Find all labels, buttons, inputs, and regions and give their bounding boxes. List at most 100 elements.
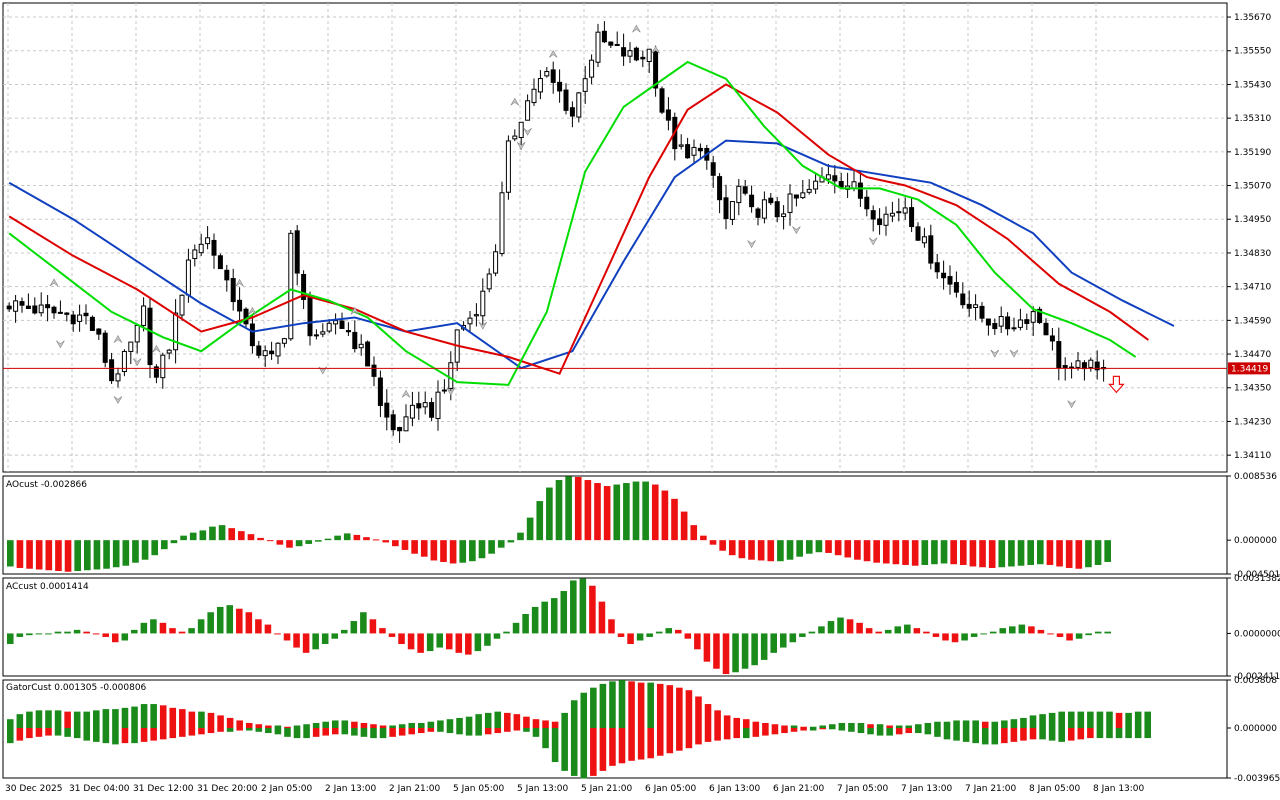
gator-upper-bar (1048, 712, 1056, 729)
gator-upper-bar (637, 682, 645, 729)
histogram-bar (796, 540, 803, 557)
histogram-bar (661, 490, 669, 541)
gator-upper-bar (1029, 715, 1037, 729)
gator-lower-bar (781, 728, 788, 734)
candle (1011, 327, 1017, 330)
gator-lower-bar (991, 728, 999, 745)
gator-upper-bar (551, 721, 559, 729)
histogram-bar (627, 633, 634, 645)
gator-indicator-pane[interactable]: 0.003808 0.000000 -0.003965 (2, 676, 1280, 784)
histogram-bar (863, 540, 871, 562)
histogram-bar (875, 631, 882, 634)
histogram-bar (188, 628, 195, 634)
histogram-bar (73, 629, 81, 634)
y-tick-label: 1.35070 (1234, 182, 1271, 192)
candle (640, 56, 646, 60)
gator-upper-bar (159, 705, 167, 729)
gator-lower-bar (54, 728, 62, 736)
main-price-pane[interactable]: 1.35670 1.35550 1.35430 1.35310 1.35190 1.350… (2, 2, 1271, 473)
gator-lower-bar (274, 728, 282, 735)
histogram-bar (140, 622, 148, 634)
histogram-bar (430, 540, 438, 561)
histogram-bar (940, 540, 948, 564)
gator-upper-bar (867, 724, 874, 729)
histogram-bar (266, 540, 274, 542)
candle (614, 44, 620, 47)
gator-upper-bar (446, 719, 454, 729)
histogram-bar (445, 633, 453, 650)
histogram-bar (169, 628, 176, 634)
histogram-bar (295, 540, 303, 547)
up-fractal-arrow-icon (49, 278, 59, 287)
histogram-bar (751, 633, 758, 666)
candle (742, 186, 748, 194)
candle (275, 342, 281, 357)
candle (960, 293, 966, 306)
gator-lower-bar (551, 728, 559, 763)
gator-upper-bar (207, 712, 215, 729)
up-fractal-arrow-icon (113, 334, 123, 343)
candle (192, 249, 198, 260)
candle (339, 320, 345, 329)
histogram-bar (555, 480, 563, 541)
gator-lower-bar (762, 728, 769, 736)
histogram-bar (245, 612, 253, 634)
candle (665, 109, 671, 121)
histogram-bar (837, 617, 844, 634)
histogram-bar (283, 633, 291, 641)
gator-upper-bar (179, 709, 186, 729)
gator-upper-bar (1087, 711, 1094, 729)
candle (627, 50, 633, 57)
candle (1075, 360, 1081, 368)
histogram-bar (54, 631, 62, 634)
candle (313, 334, 319, 337)
gator-upper-bar (829, 724, 836, 729)
gator-lower-bar (418, 728, 425, 734)
gator-lower-bar (513, 728, 521, 731)
candle (32, 305, 38, 314)
gator-lower-bar (102, 728, 110, 744)
candle (608, 41, 614, 46)
gator-upper-bar (351, 721, 358, 729)
gator-lower-bar (895, 728, 903, 735)
gator-lower-bar (265, 728, 272, 734)
histogram-bar (257, 537, 264, 541)
gator-lower-bar (64, 728, 71, 737)
gator-upper-bar (274, 725, 282, 729)
histogram-bar (748, 540, 755, 560)
gator-upper-bar (800, 726, 807, 729)
histogram-bar (546, 487, 553, 541)
gator-lower-bar (331, 728, 339, 735)
candle (563, 89, 569, 111)
gator-upper-bar (733, 717, 740, 729)
candle (678, 144, 684, 147)
gator-upper-bar (150, 704, 157, 729)
candle (83, 312, 89, 317)
gator-upper-bar (322, 721, 329, 729)
gator-upper-bar (35, 710, 43, 729)
histogram-bar (979, 540, 986, 568)
gator-upper-bar (570, 700, 578, 729)
gator-lower-bar (312, 728, 320, 737)
gator-upper-bar (819, 725, 827, 729)
gator-upper-bar (379, 725, 387, 729)
histogram-bar (1037, 629, 1045, 634)
ao-indicator-pane[interactable]: 0.008536 0.000000 -0.004501 (2, 472, 1280, 580)
gator-lower-bar (217, 728, 224, 732)
candle (230, 278, 236, 303)
gator-lower-bar (676, 728, 683, 751)
candle (307, 296, 313, 337)
histogram-bar (363, 537, 370, 541)
gator-upper-bar (408, 722, 416, 729)
gator-lower-bar (83, 728, 91, 741)
gator-upper-bar (245, 722, 253, 729)
ac-indicator-pane[interactable]: 0.0031382 0.0000000 -0.0024114 (2, 574, 1280, 682)
down-fractal-arrow-icon (1009, 349, 1019, 358)
gator-lower-bar (26, 728, 33, 739)
gator-upper-bar (771, 724, 779, 729)
histogram-bar (312, 633, 319, 650)
candle (409, 404, 415, 419)
histogram-bar (931, 540, 938, 565)
gator-lower-bar (1039, 728, 1046, 740)
